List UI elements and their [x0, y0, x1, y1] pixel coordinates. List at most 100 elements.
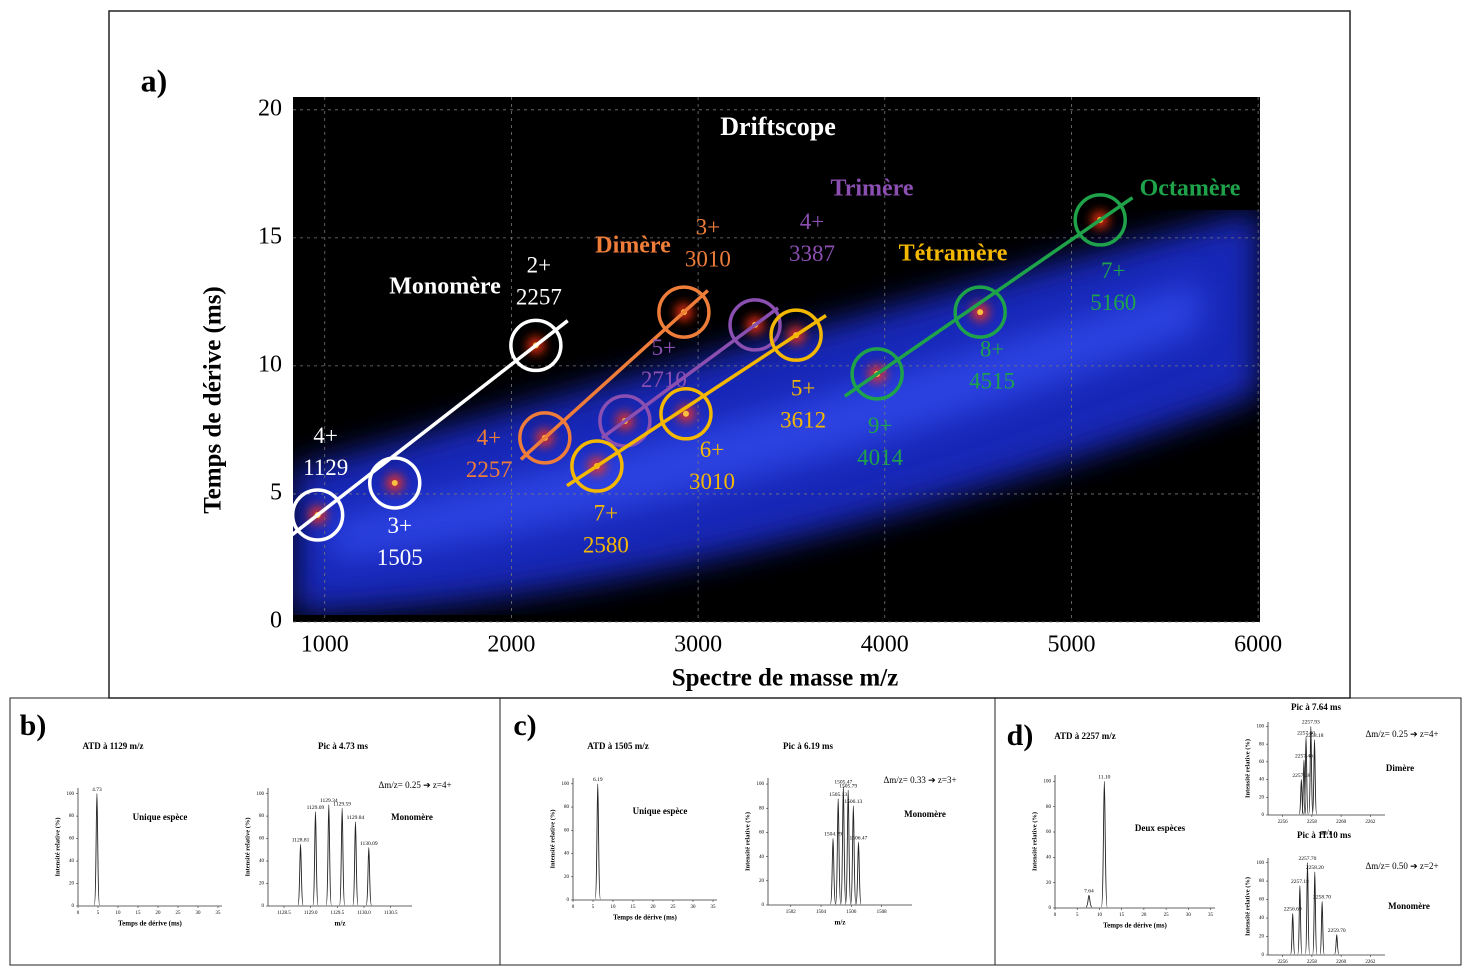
x-tick-label: 25: [176, 911, 182, 916]
x-tick-label: 2260: [1336, 960, 1347, 965]
peak: [1319, 900, 1325, 955]
peak-label: 1129.84: [347, 815, 365, 821]
charge-label: 3+: [696, 214, 720, 239]
fit-line: [284, 319, 569, 542]
peak: [845, 789, 852, 905]
series-label: Tétramère: [899, 241, 1008, 267]
x-tick-label: 30: [1186, 913, 1192, 918]
peak: [365, 847, 372, 906]
y-tick-label: 40: [1046, 855, 1052, 860]
y-axis-title: Intensité relative (%): [744, 812, 751, 871]
peak: [1304, 862, 1311, 955]
y-tick-label: 100: [1044, 779, 1052, 784]
peak-label: 2258.20: [1306, 865, 1324, 871]
y-tick-label: 60: [1046, 830, 1052, 835]
x-tick-label: 2256: [1278, 820, 1289, 825]
panel-label: b): [20, 709, 47, 742]
mz-label: 1129: [303, 455, 348, 480]
x-tick-label: 1504: [816, 910, 827, 915]
x-tick-label: 1502: [786, 910, 797, 915]
x-tick-label: 4000: [861, 632, 909, 658]
x-tick-label: 0: [572, 905, 575, 910]
annotation: Δm/z= 0.33 ➔ z=3+: [883, 775, 956, 785]
y-axis-title: Intensité relative (%): [1031, 812, 1038, 871]
peak: [1297, 885, 1303, 955]
y-tick-label: 40: [564, 852, 570, 857]
species-circle: [728, 298, 782, 352]
charge-label: 5+: [791, 375, 815, 400]
x-tick-label: 1506: [846, 910, 857, 915]
hot-core: [391, 479, 398, 486]
y-tick-label: 0: [1262, 813, 1265, 818]
series-label: Monomère: [389, 274, 501, 300]
species-circle: [290, 488, 345, 542]
x-tick-label: 30: [196, 911, 202, 916]
y-tick-label: 40: [1259, 916, 1265, 921]
peak-label: 2258.18: [1306, 733, 1324, 739]
y-tick-label: 60: [759, 831, 765, 836]
species-circle: [850, 347, 904, 401]
x-tick-label: 10: [116, 911, 122, 916]
x-tick-label: 1130.5: [384, 911, 398, 916]
y-tick-label: 40: [259, 859, 265, 864]
fit-line: [843, 196, 1134, 398]
y-tick-label: 60: [1259, 760, 1265, 765]
y-tick-label: 20: [759, 879, 765, 884]
series-label: Octamère: [1140, 176, 1241, 202]
y-tick-label: 60: [564, 828, 570, 833]
peak: [297, 843, 304, 906]
x-tick-label: 2258: [1307, 820, 1318, 825]
charge-label: 8+: [980, 336, 1004, 361]
x-tick-label: 15: [136, 911, 142, 916]
charge-label: 3+: [387, 513, 411, 538]
y-tick-label: 20: [564, 875, 570, 880]
y-tick-label: 80: [1259, 742, 1265, 747]
x-tick-label: 30: [691, 905, 697, 910]
chart-title: Pic à 7.64 ms: [1291, 702, 1341, 712]
y-tick-label: 40: [759, 855, 765, 860]
peak: [840, 786, 847, 905]
y-tick-label: 20: [1259, 935, 1265, 940]
x-tick-label: 15: [631, 905, 637, 910]
panel-frame: [994, 697, 1462, 966]
annotation: Δm/z= 0.50 ➔ z=2+: [1365, 861, 1438, 871]
x-tick-label: 1508: [877, 910, 888, 915]
x-tick-label: 20: [1141, 913, 1147, 918]
y-axis-title: Intensité relative (%): [549, 809, 556, 868]
peak-label: 1129.09: [307, 805, 325, 811]
y-tick-label: 0: [567, 898, 570, 903]
annotation: Deux espèces: [1135, 823, 1186, 833]
charge-label: 6+: [700, 437, 724, 462]
y-tick-label: 20: [259, 882, 265, 887]
x-tick-label: 2260: [1336, 820, 1347, 825]
y-tick-label: 20: [1046, 881, 1052, 886]
y-tick-label: 5: [270, 479, 282, 505]
x-tick-label: 1128.5: [277, 911, 291, 916]
x-axis-title: m/z: [335, 920, 346, 928]
species-circle: [953, 285, 1007, 339]
y-tick-label: 80: [564, 805, 570, 810]
peak: [594, 783, 601, 900]
x-tick-label: 35: [216, 911, 222, 916]
annotation: Δm/z= 0.25 ➔ z=4+: [378, 780, 451, 790]
peak: [1308, 725, 1314, 815]
x-axis-title: m/z: [1321, 829, 1332, 837]
peak: [1085, 894, 1093, 908]
x-tick-label: 1130.0: [357, 911, 371, 916]
x-tick-label: 35: [711, 905, 717, 910]
y-tick-label: 0: [72, 904, 75, 909]
peak: [325, 804, 332, 906]
y-tick-label: 80: [1259, 879, 1265, 884]
mz-label: 3387: [789, 241, 835, 266]
annotation: Dimère: [1386, 763, 1414, 773]
x-tick-label: 20: [156, 911, 162, 916]
panel-label: c): [513, 709, 536, 742]
y-tick-label: 100: [562, 782, 570, 787]
y-tick-label: 60: [1259, 898, 1265, 903]
x-axis-title: Temps de dérive (ms): [613, 914, 677, 922]
mz-label: 3612: [780, 407, 826, 432]
peak-label: 2259.70: [1328, 928, 1346, 934]
x-tick-label: 0: [1054, 913, 1057, 918]
